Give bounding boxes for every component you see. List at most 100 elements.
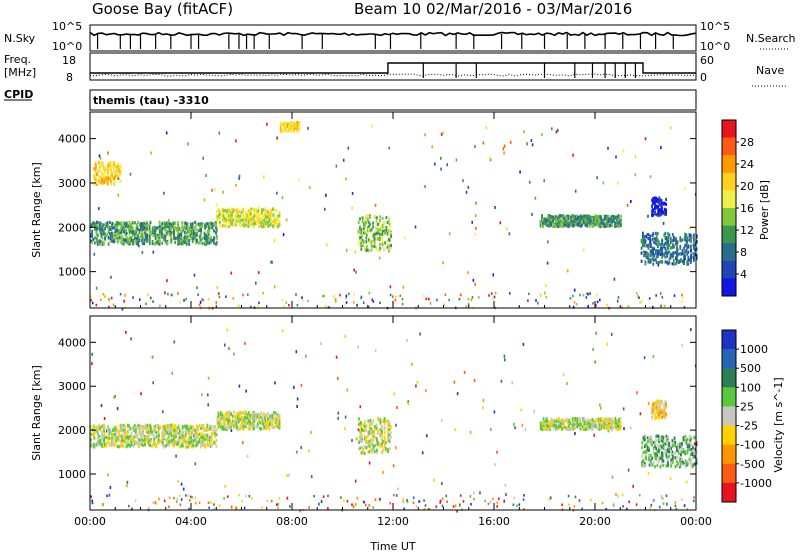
echo-pixel	[684, 244, 686, 248]
echo-pixel	[357, 229, 360, 233]
echo-pixel	[589, 219, 591, 223]
echo-speckle	[661, 296, 664, 299]
echo-pixel	[232, 223, 235, 227]
echo-pixel	[281, 129, 284, 133]
title-right: Beam 10 02/Mar/2016 - 03/Mar/2016	[354, 0, 632, 18]
echo-pixel	[215, 229, 218, 233]
echo-pixel	[576, 424, 579, 428]
echo-pixel	[231, 213, 234, 217]
echo-pixel	[643, 236, 646, 240]
echo-pixel	[372, 444, 375, 448]
echo-speckle	[305, 354, 307, 358]
echo-pixel	[220, 419, 222, 423]
echo-speckle	[117, 193, 120, 197]
echo-pixel	[611, 221, 613, 225]
echo-pixel	[132, 230, 135, 234]
echo-pixel	[99, 231, 102, 235]
colorbar-segment	[722, 278, 736, 297]
echo-pixel	[565, 425, 568, 429]
echo-pixel	[377, 431, 379, 435]
echo-pixel	[586, 224, 589, 228]
echo-pixel	[220, 411, 222, 415]
echo-pixel	[373, 244, 376, 249]
echo-pixel	[290, 123, 293, 127]
echo-pixel	[158, 438, 160, 442]
colorbar-tick-label: 24	[740, 158, 754, 171]
echo-pixel	[659, 203, 661, 207]
echo-pixel	[200, 232, 202, 236]
echo-speckle	[592, 302, 594, 305]
echo-pixel	[568, 224, 571, 228]
echo-pixel	[369, 215, 371, 219]
echo-pixel	[362, 240, 365, 244]
echo-pixel	[268, 223, 271, 227]
echo-pixel	[579, 417, 581, 421]
echo-pixel	[676, 243, 678, 247]
echo-pixel	[565, 418, 568, 422]
echo-pixel	[191, 442, 194, 446]
echo-pixel	[101, 236, 104, 240]
echo-pixel	[651, 463, 653, 467]
echo-speckle	[121, 307, 124, 311]
echo-pixel	[653, 258, 656, 262]
echo-speckle	[389, 502, 392, 505]
echo-pixel	[236, 425, 239, 429]
echo-pixel	[373, 444, 376, 448]
echo-pixel	[199, 222, 202, 226]
echo-speckle	[470, 503, 472, 506]
echo-pixel	[245, 211, 248, 215]
echo-pixel	[251, 411, 254, 415]
echo-pixel	[379, 237, 382, 241]
echo-pixel	[550, 215, 552, 219]
echo-pixel	[277, 218, 279, 222]
echo-pixel	[375, 220, 378, 224]
echo-pixel	[260, 411, 263, 415]
echo-pixel	[579, 219, 581, 223]
echo-speckle	[489, 158, 492, 162]
echo-pixel	[278, 426, 281, 430]
echo-speckle	[371, 124, 373, 128]
freq-label: Freq.	[4, 53, 31, 66]
echo-speckle	[183, 299, 185, 302]
echo-pixel	[686, 252, 689, 256]
echo-pixel	[375, 246, 378, 250]
echo-pixel	[679, 246, 682, 251]
echo-pixel	[647, 243, 650, 247]
echo-pixel	[361, 451, 363, 455]
echo-pixel	[168, 222, 171, 226]
echo-pixel	[118, 222, 121, 226]
echo-pixel	[368, 444, 371, 448]
echo-pixel	[210, 224, 213, 229]
echo-pixel	[174, 240, 177, 244]
echo-pixel	[96, 226, 99, 231]
echo-pixel	[649, 244, 652, 248]
echo-region	[640, 231, 698, 266]
echo-pixel	[107, 167, 110, 172]
echo-pixel	[367, 220, 370, 224]
echo-pixel	[167, 221, 170, 225]
echo-pixel	[235, 221, 238, 225]
echo-pixel	[121, 427, 123, 432]
echo-pixel	[99, 442, 102, 446]
echo-pixel	[114, 442, 117, 446]
echo-speckle	[320, 342, 322, 345]
echo-speckle	[406, 338, 408, 342]
echo-pixel	[92, 221, 95, 225]
echo-pixel	[134, 428, 137, 432]
echo-pixel	[122, 238, 125, 242]
echo-speckle	[566, 269, 569, 273]
echo-pixel	[178, 232, 181, 237]
echo-pixel	[194, 234, 196, 238]
echo-speckle	[621, 493, 624, 497]
echo-pixel	[129, 436, 132, 440]
echo-pixel	[137, 236, 139, 240]
echo-pixel	[655, 204, 658, 208]
echo-region	[279, 121, 301, 133]
echo-pixel	[614, 426, 617, 430]
echo-pixel	[593, 221, 595, 225]
echo-speckle	[276, 503, 278, 506]
echo-pixel	[566, 216, 569, 220]
echo-pixel	[184, 238, 187, 243]
echo-pixel	[204, 223, 206, 227]
echo-pixel	[589, 224, 591, 228]
